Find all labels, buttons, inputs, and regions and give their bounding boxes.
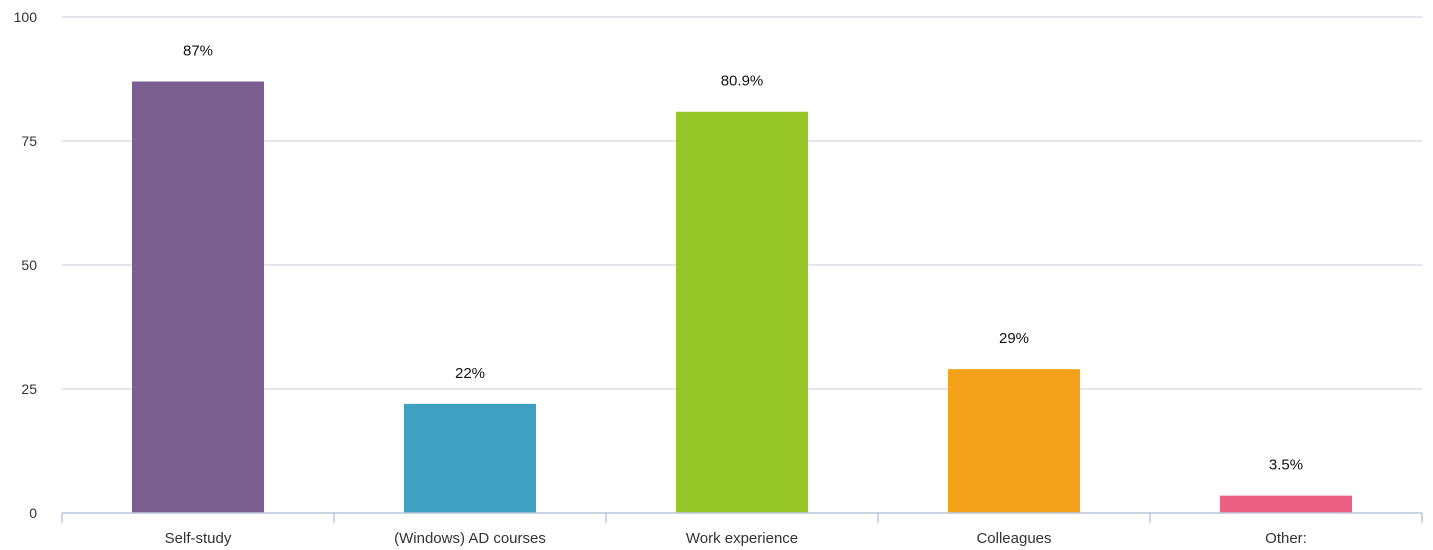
x-tick-label: Work experience (686, 530, 798, 547)
x-tick-label: (Windows) AD courses (394, 530, 546, 547)
data-label: 87% (183, 42, 213, 59)
label-layer: 0 25 50 75 100 87% Self-study 22% (Windows) AD c… (14, 9, 1307, 547)
y-tick-label: 100 (14, 9, 38, 25)
data-label: 22% (455, 365, 485, 382)
bar (404, 403, 536, 513)
x-tick-label: Other: (1265, 530, 1307, 547)
y-tick-label: 0 (29, 505, 37, 521)
bar (132, 81, 264, 513)
data-label: 29% (999, 330, 1029, 347)
bar (1220, 495, 1352, 513)
data-label: 80.9% (721, 73, 764, 90)
bar (948, 369, 1080, 513)
x-tick-label: Colleagues (976, 530, 1051, 547)
y-tick-label: 75 (21, 133, 37, 149)
bar (676, 111, 808, 514)
y-tick-label: 25 (21, 381, 37, 397)
y-tick-label: 50 (21, 257, 37, 273)
bar-layer (132, 81, 1352, 514)
x-tick-label: Self-study (165, 530, 232, 547)
x-axis (61, 512, 1423, 523)
data-label: 3.5% (1269, 457, 1303, 474)
